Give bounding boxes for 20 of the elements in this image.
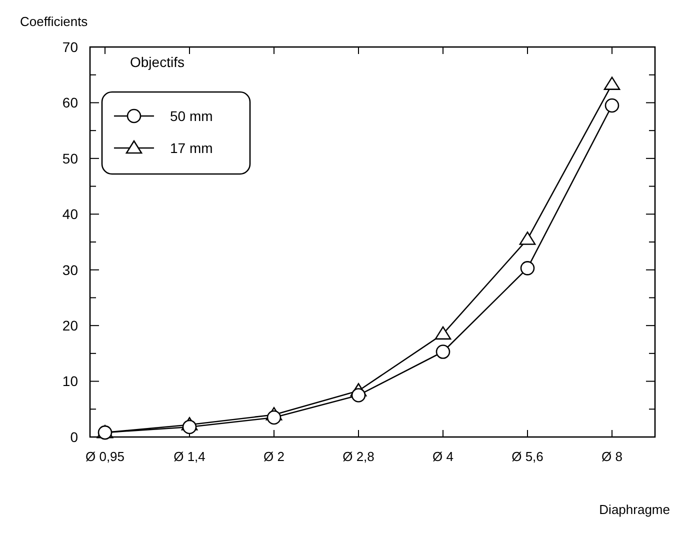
x-tick-label: Ø 2,8 [342, 449, 374, 464]
x-tick-label: Ø 0,95 [85, 449, 125, 464]
x-tick-label: Ø 2 [264, 449, 284, 464]
legend-label: 50 mm [170, 108, 213, 124]
x-tick-label: Ø 4 [432, 449, 454, 464]
x-tick-label: Ø 8 [602, 449, 622, 464]
legend-title: Objectifs [130, 54, 184, 70]
y-axis-title: Coefficients [20, 14, 88, 29]
y-tick-label: 70 [62, 38, 78, 55]
x-axis-title: Diaphragme [599, 502, 670, 517]
y-tick-label: 20 [62, 317, 78, 334]
y-tick-label: 50 [62, 150, 78, 166]
y-tick-label: 30 [62, 262, 78, 278]
y-tick-label: 0 [70, 428, 78, 445]
legend-label: 17 mm [170, 140, 213, 156]
y-tick-label: 60 [62, 94, 78, 111]
x-tick-label: Ø 5,6 [512, 449, 544, 464]
y-tick-label: 10 [62, 373, 78, 390]
y-tick-label: 40 [62, 206, 78, 222]
x-tick-label: Ø 1,4 [174, 449, 206, 464]
